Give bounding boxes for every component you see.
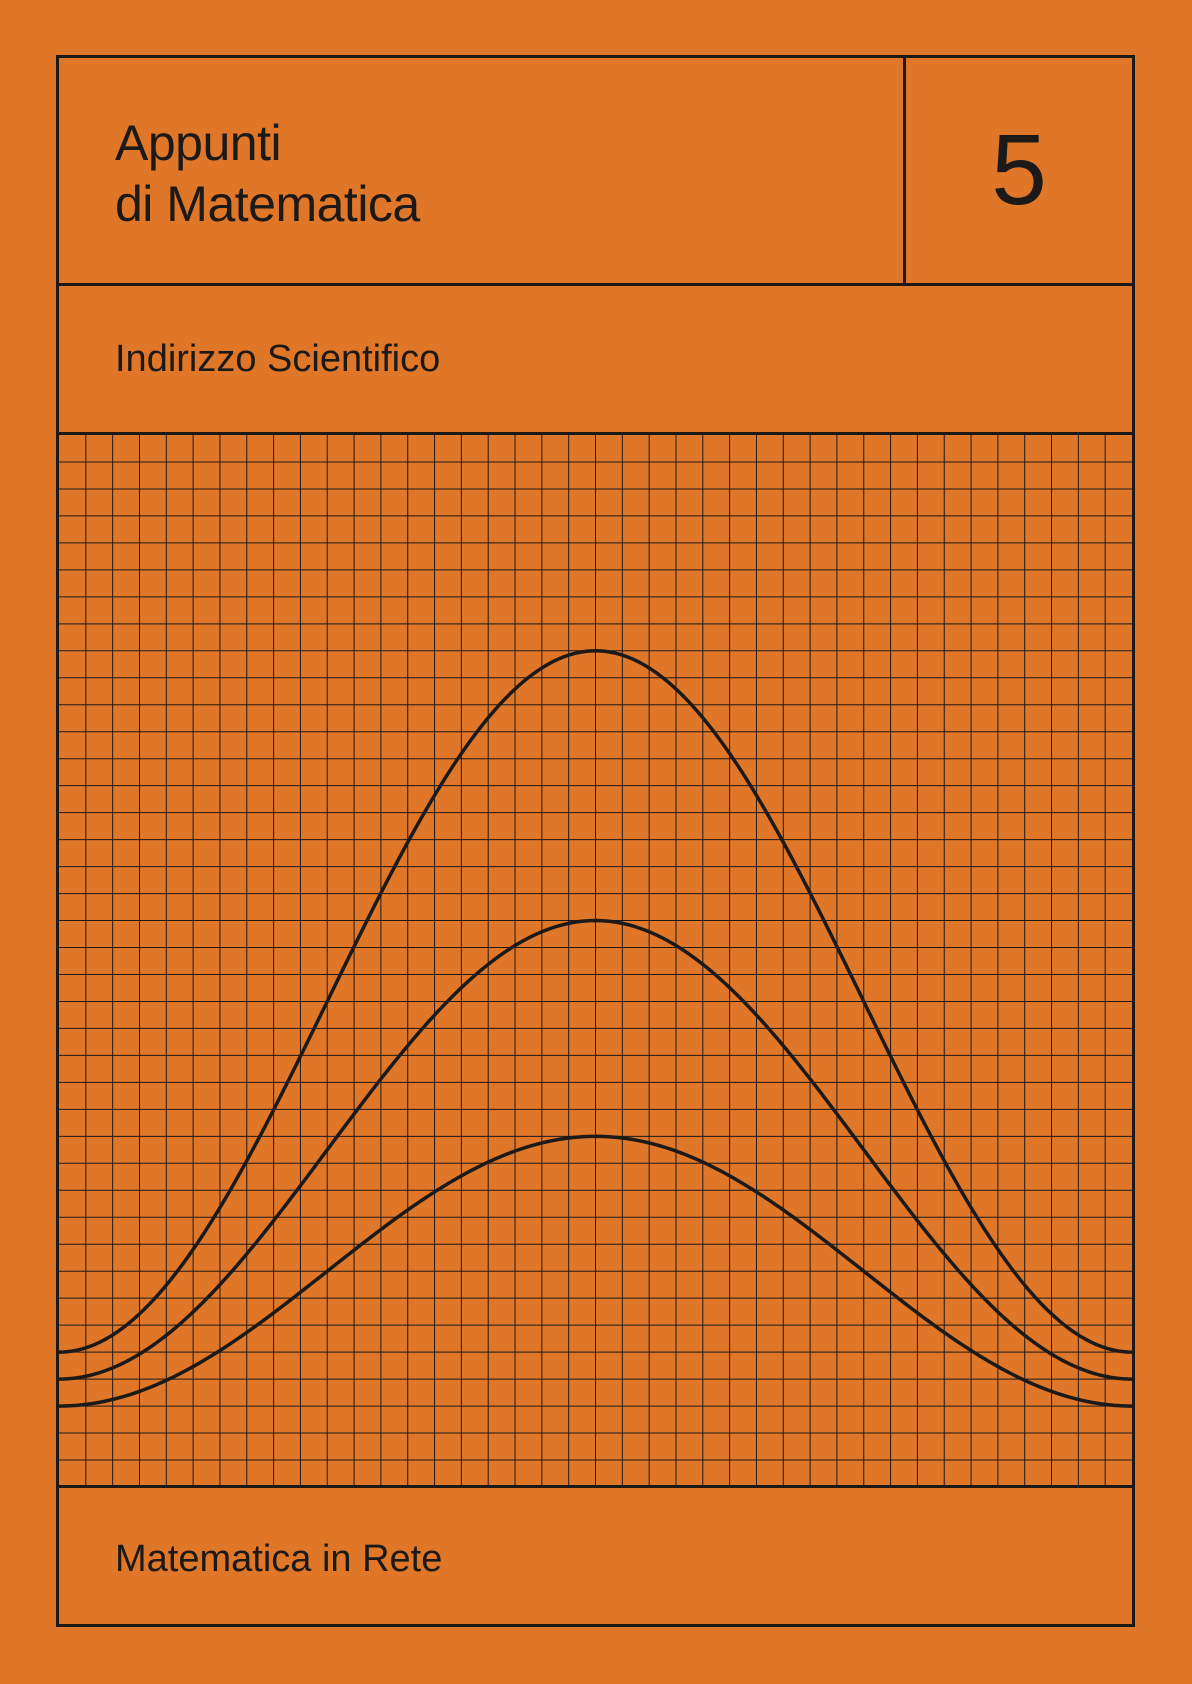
cover-footer: Matematica in Rete <box>59 1485 1132 1627</box>
bell-curve-3 <box>59 1134 1132 1408</box>
title-line-2: di Matematica <box>115 176 420 232</box>
publisher-name: Matematica in Rete <box>115 1538 443 1580</box>
cover-header: Appunti di Matematica 5 <box>59 58 1132 286</box>
cover-frame: Appunti di Matematica 5 Indirizzo Scient… <box>56 55 1135 1627</box>
volume-box: 5 <box>903 58 1132 283</box>
cover-title: Appunti di Matematica <box>115 113 420 235</box>
graph-paper-illustration <box>59 435 1132 1487</box>
bell-curve-1 <box>59 649 1132 1354</box>
subtitle-band: Indirizzo Scientifico <box>59 286 1132 435</box>
bell-curve-2 <box>59 918 1132 1381</box>
title-line-1: Appunti <box>115 115 282 171</box>
cover-subtitle: Indirizzo Scientifico <box>115 338 441 380</box>
volume-number: 5 <box>991 113 1047 226</box>
grid-lines <box>59 435 1132 1487</box>
bell-curves <box>59 649 1132 1408</box>
